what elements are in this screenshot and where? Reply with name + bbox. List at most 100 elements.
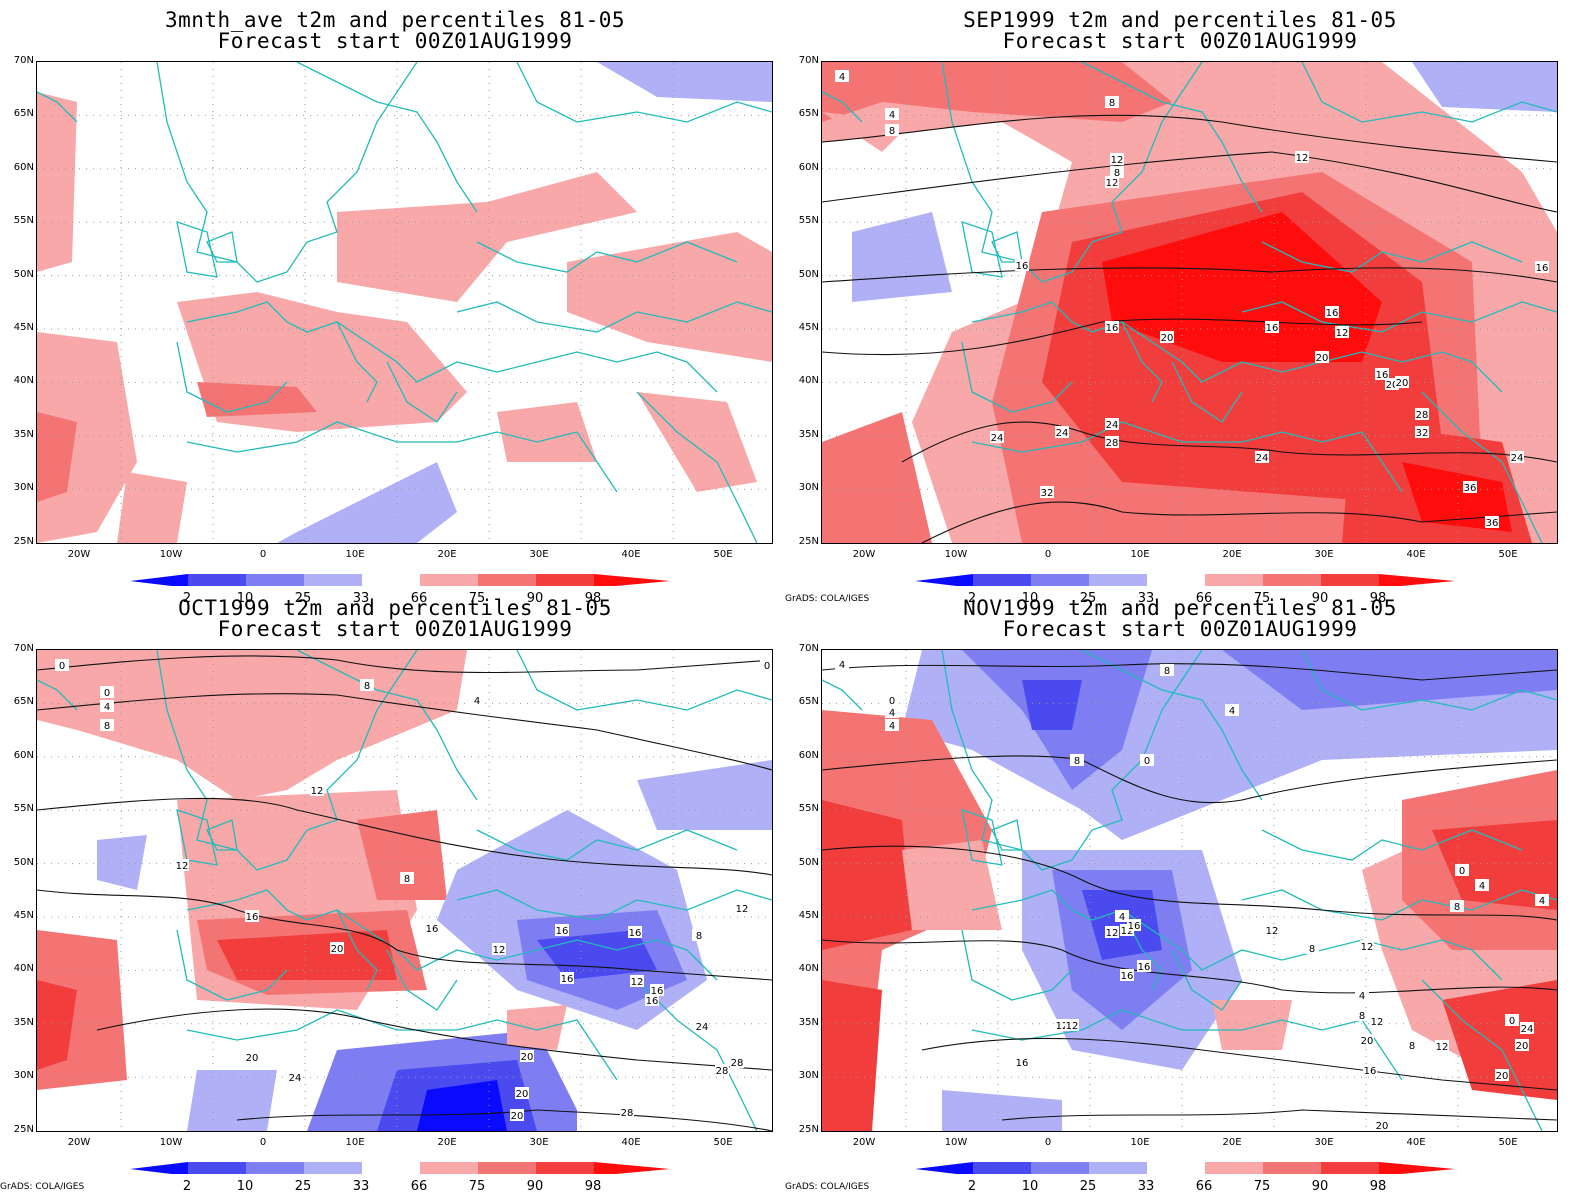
svg-text:4: 4: [1539, 896, 1545, 907]
svg-text:16: 16: [1128, 921, 1141, 932]
longitude-label: 30E: [1314, 1137, 1334, 1148]
colorbar-label: 25: [1079, 591, 1097, 606]
contour-label: 12: [630, 975, 644, 988]
contour-label: 20: [510, 1109, 524, 1122]
contour-label: 16: [245, 910, 259, 923]
svg-text:0: 0: [1509, 1016, 1515, 1027]
panel-title: 3mnth_ave t2m and percentiles 81-05: [164, 8, 625, 32]
latitude-label: 45N: [13, 322, 34, 333]
longitude-label: 40E: [621, 549, 641, 560]
colorbar-label: 66: [1195, 1179, 1213, 1194]
longitude-label: 20W: [67, 549, 91, 560]
coastline: [1301, 62, 1557, 123]
colorbar-label: 10: [236, 591, 254, 606]
coastline: [516, 62, 772, 123]
map-area: 4 0 4 4 8 8 4 0 12 4 12 16 16 12 16 16 12 20 20 20 24 0 4 8 4 12 8…: [821, 649, 1558, 1132]
colorbar-label: 33: [1137, 591, 1155, 606]
shading-region: [257, 650, 417, 750]
svg-text:16: 16: [1016, 1058, 1029, 1069]
contour-label: 16: [1015, 1056, 1029, 1069]
svg-text:12: 12: [1436, 1042, 1449, 1053]
svg-text:20: 20: [1161, 333, 1174, 344]
contour-line: [96, 1008, 772, 1071]
contour-label: 24: [1105, 418, 1119, 431]
shading-region: [1442, 980, 1557, 1100]
contour-label: 16: [555, 924, 569, 937]
shading-region: [822, 412, 932, 543]
shading-region: [37, 92, 77, 272]
svg-text:12: 12: [493, 945, 506, 956]
latitude-label: 60N: [13, 161, 34, 173]
svg-text:16: 16: [651, 986, 664, 997]
latitude-label: 55N: [798, 803, 819, 815]
svg-text:12: 12: [1266, 926, 1279, 937]
contour-label: 20: [1395, 376, 1409, 389]
contour-label: 0: [885, 694, 899, 707]
shading-region: [1412, 62, 1557, 112]
svg-text:12: 12: [1361, 942, 1374, 953]
coastline: [206, 819, 238, 851]
shading-region: [567, 232, 772, 362]
coastline: [961, 221, 1003, 278]
colorbar-label: 2: [182, 1179, 192, 1194]
coastline: [386, 361, 458, 423]
svg-text:0: 0: [1144, 756, 1150, 767]
contour-label: 16: [425, 922, 439, 935]
contour-label: 32: [1040, 486, 1054, 499]
latitude-label: 70N: [798, 643, 819, 654]
contour-label: 8: [1070, 754, 1084, 767]
contour-label: 0: [1505, 1014, 1519, 1027]
shading-region: [902, 840, 1002, 930]
contour-label: 24: [990, 431, 1004, 444]
longitude-label: 20W: [852, 549, 876, 560]
shading-region: [507, 1005, 567, 1050]
latitude-label: 35N: [13, 428, 34, 440]
svg-text:16: 16: [1326, 308, 1339, 319]
latitude-label: 30N: [13, 482, 34, 494]
latitude-label: 60N: [13, 749, 34, 761]
contour-label: 16: [645, 994, 659, 1007]
colorbar-label: 25: [294, 1179, 312, 1194]
svg-text:4: 4: [839, 660, 845, 671]
svg-text:12: 12: [1056, 1021, 1069, 1032]
coastline: [1121, 321, 1163, 403]
coastline: [822, 679, 863, 711]
svg-text:8: 8: [1359, 1011, 1365, 1022]
svg-text:28: 28: [621, 1108, 634, 1119]
contour-line: [822, 939, 1557, 994]
contour-line: [921, 501, 1557, 543]
colorbar-label: 33: [352, 1179, 370, 1194]
colorbar-label: 2: [182, 591, 192, 606]
coastline: [1261, 241, 1523, 273]
svg-text:16: 16: [246, 912, 259, 923]
svg-text:12: 12: [1111, 155, 1124, 166]
svg-text:36: 36: [1486, 518, 1499, 529]
contour-line: [37, 889, 772, 981]
contour-label: 12: [735, 902, 749, 915]
latitude-label: 65N: [13, 696, 34, 708]
svg-text:20: 20: [521, 1052, 534, 1063]
contour-label: 12: [1370, 1015, 1384, 1028]
contour-label: 4: [1355, 989, 1369, 1002]
svg-text:12: 12: [176, 861, 189, 872]
coastline: [1241, 301, 1557, 333]
contour-label: 4: [885, 719, 899, 732]
contour-label: 12: [1435, 1040, 1449, 1053]
coastline: [1421, 391, 1543, 543]
svg-text:24: 24: [289, 1073, 302, 1084]
svg-text:36: 36: [1464, 483, 1477, 494]
svg-text:20: 20: [331, 944, 344, 955]
colorbar-label: 33: [352, 591, 370, 606]
svg-text:20: 20: [1396, 378, 1409, 389]
coastline: [1241, 889, 1557, 921]
colorbar-label: 98: [1369, 591, 1387, 606]
contour-label: 16: [1325, 306, 1339, 319]
longitude-label: 20E: [437, 1137, 457, 1148]
svg-text:4: 4: [1479, 881, 1485, 892]
map-area: [36, 61, 773, 544]
contour-label: 0: [55, 659, 69, 672]
contour-line: [822, 663, 1557, 681]
contour-label: 12: [492, 943, 506, 956]
colorbar-label: 75: [1253, 1179, 1271, 1194]
